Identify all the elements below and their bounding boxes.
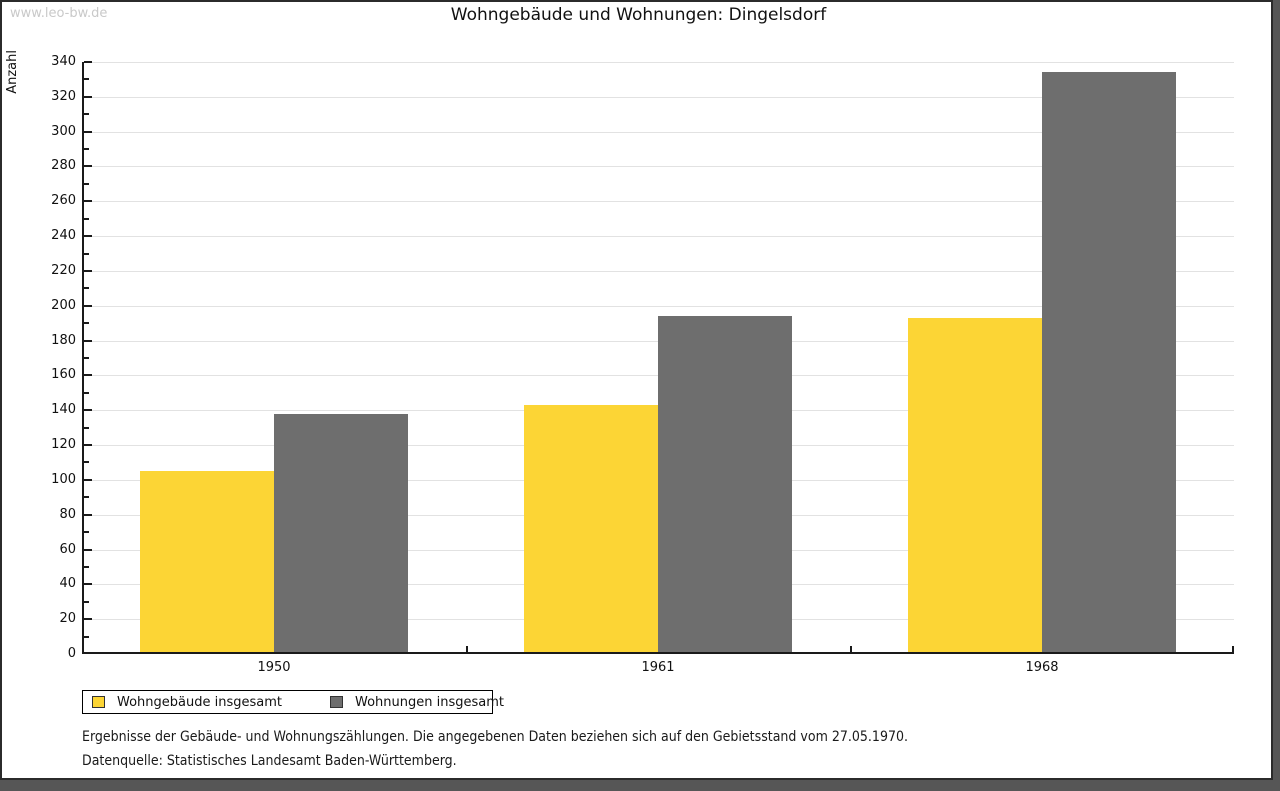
y-minor-tick [84, 357, 89, 359]
y-major-tick [84, 130, 92, 133]
y-major-tick [84, 95, 92, 98]
footnote-gebietsstand: Ergebnisse der Gebäude- und Wohnungszähl… [82, 729, 909, 745]
y-major-tick [84, 513, 92, 516]
y-minor-tick [84, 565, 89, 568]
y-major-tick [84, 269, 92, 272]
y-tick-label-320: 320 [51, 88, 76, 104]
y-major-tick [84, 583, 92, 586]
y-minor-tick [84, 148, 89, 151]
plot-area: 1950 1961 1968 0 20 40 60 80 100 120 140 160 180 200 2… [51, 54, 1234, 675]
x-axis-line [82, 652, 1234, 654]
y-major-tick [84, 200, 92, 203]
y-tick-label-160: 160 [51, 367, 76, 383]
y-major-tick [84, 339, 92, 342]
y-major-tick [84, 235, 92, 238]
y-tick-label-260: 260 [51, 193, 76, 209]
y-major-tick [84, 304, 92, 307]
x-tick-label-1950: 1950 [257, 660, 291, 675]
y-tick-label-20: 20 [59, 611, 76, 627]
y-tick-label-180: 180 [51, 332, 76, 348]
y-minor-tick [84, 531, 89, 534]
gridline [82, 131, 1234, 133]
y-major-tick [84, 409, 92, 412]
y-minor-tick [84, 78, 89, 81]
bar-wohnungen-insgesamt-1950 [274, 414, 408, 654]
bar-wohnungen-insgesamt-1968 [1042, 72, 1176, 654]
y-tick-label-280: 280 [51, 158, 76, 174]
gridline [82, 305, 1234, 307]
y-axis-title: Anzahl [5, 50, 20, 94]
y-tick-label-80: 80 [59, 506, 76, 522]
y-minor-tick [84, 635, 89, 638]
x-boundary-tick [1232, 646, 1234, 654]
bar-wohngeb-ude-insgesamt-1961 [524, 405, 658, 654]
y-minor-tick [84, 600, 89, 603]
y-tick-label-200: 200 [51, 297, 76, 313]
x-boundary-tick [850, 646, 852, 654]
y-tick-label-220: 220 [51, 262, 76, 278]
y-major-tick [84, 61, 92, 63]
gridline [82, 166, 1234, 168]
y-minor-tick [84, 496, 89, 499]
y-tick-label-40: 40 [59, 576, 76, 592]
y-minor-tick [84, 426, 89, 429]
legend-label: Wohnungen insgesamt [355, 694, 504, 710]
y-major-tick [84, 548, 92, 551]
y-tick-label-300: 300 [51, 123, 76, 139]
legend-box: Wohngebäude insgesamt Wohnungen insgesam… [82, 690, 504, 714]
watermark-url: www.leo-bw.de [10, 6, 108, 21]
y-axis-line [82, 62, 84, 654]
y-major-tick [84, 374, 92, 377]
gridline [82, 62, 1234, 63]
y-minor-tick [84, 182, 89, 185]
y-minor-tick [84, 322, 89, 325]
y-tick-label-0: 0 [67, 646, 76, 661]
y-major-tick [84, 444, 92, 447]
chart-title: Wohngebäude und Wohnungen: Dingelsdorf [450, 5, 827, 25]
y-tick-label-60: 60 [59, 541, 76, 557]
legend-swatch-yellow-icon [92, 696, 105, 708]
x-tick-label-1968: 1968 [1025, 660, 1059, 675]
legend-swatch-gray-icon [330, 696, 343, 708]
y-minor-tick [84, 217, 89, 220]
y-major-tick [84, 618, 92, 621]
gridline [82, 96, 1234, 98]
gridline [82, 236, 1234, 238]
y-tick-label-100: 100 [51, 471, 76, 487]
bar-wohngeb-ude-insgesamt-1968 [908, 318, 1042, 654]
legend-item-wohngebaeude: Wohngebäude insgesamt [92, 695, 282, 710]
y-minor-tick [84, 113, 89, 116]
y-tick-label-120: 120 [51, 437, 76, 453]
y-minor-tick [84, 461, 89, 464]
y-tick-label-140: 140 [51, 402, 76, 418]
y-minor-tick [84, 252, 89, 255]
gridline [82, 201, 1234, 203]
y-minor-tick [84, 287, 89, 290]
bar-wohnungen-insgesamt-1961 [658, 316, 792, 654]
y-tick-label-240: 240 [51, 228, 76, 244]
y-major-tick [84, 478, 92, 481]
y-minor-tick [84, 391, 89, 394]
bar-wohngeb-ude-insgesamt-1950 [140, 471, 274, 654]
y-major-tick [84, 165, 92, 168]
gridline [82, 270, 1234, 272]
y-tick-label-340: 340 [51, 54, 76, 69]
legend-label: Wohngebäude insgesamt [117, 694, 282, 710]
x-boundary-tick [466, 646, 468, 654]
x-tick-label-1961: 1961 [641, 660, 675, 675]
footnote-datenquelle: Datenquelle: Statistisches Landesamt Bad… [82, 753, 457, 769]
legend-item-wohnungen: Wohnungen insgesamt [330, 695, 504, 710]
